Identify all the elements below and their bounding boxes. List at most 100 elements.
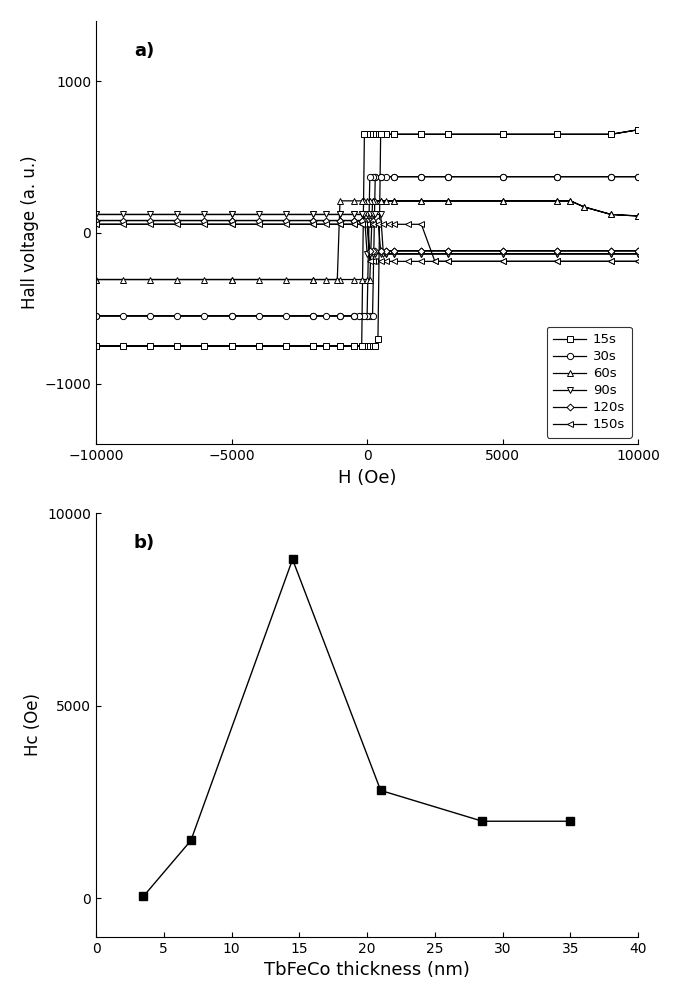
15s: [553, 128, 561, 140]
30s: [382, 171, 390, 183]
90s: [308, 208, 317, 220]
120s: [382, 245, 390, 257]
120s: [377, 245, 385, 257]
15s: [322, 340, 330, 352]
150s: [379, 218, 387, 230]
60s: [377, 195, 385, 207]
60s: [227, 274, 236, 286]
90s: [498, 248, 507, 260]
30s: [417, 171, 426, 183]
30s: [390, 171, 398, 183]
150s: [255, 218, 263, 230]
150s: [445, 255, 453, 267]
90s: [92, 208, 100, 220]
15s: [366, 128, 374, 140]
150s: [363, 218, 371, 230]
150s: [553, 255, 561, 267]
30s: [377, 171, 385, 183]
15s: [634, 124, 642, 136]
60s: [282, 274, 290, 286]
120s: [282, 215, 290, 227]
15s: [349, 340, 358, 352]
90s: [336, 208, 344, 220]
120s: [363, 215, 371, 227]
15s: [368, 340, 377, 352]
90s: [417, 248, 426, 260]
60s: [371, 195, 379, 207]
150s: [445, 255, 453, 267]
150s: [146, 218, 155, 230]
120s: [553, 245, 561, 257]
150s: [553, 255, 561, 267]
120s: [498, 245, 507, 257]
120s: [255, 215, 263, 227]
30s: [553, 171, 561, 183]
15s: [607, 128, 615, 140]
90s: [607, 248, 615, 260]
60s: [363, 195, 371, 207]
60s: [498, 195, 507, 207]
120s: [119, 215, 127, 227]
120s: [358, 215, 366, 227]
150s: [390, 218, 398, 230]
60s: [567, 195, 575, 207]
30s: [371, 171, 379, 183]
150s: [358, 218, 366, 230]
90s: [358, 208, 366, 220]
60s: [607, 208, 615, 220]
120s: [390, 245, 398, 257]
120s: [308, 215, 317, 227]
30s: [119, 310, 127, 322]
30s: [349, 310, 358, 322]
30s: [255, 310, 263, 322]
60s: [417, 195, 426, 207]
15s: [336, 340, 344, 352]
150s: [363, 218, 371, 230]
Line: 120s: 120s: [93, 218, 641, 253]
15s: [360, 128, 368, 140]
15s: [336, 340, 344, 352]
150s: [336, 218, 344, 230]
30s: [498, 171, 507, 183]
60s: [227, 274, 236, 286]
120s: [336, 215, 344, 227]
90s: [92, 208, 100, 220]
30s: [173, 310, 181, 322]
120s: [607, 245, 615, 257]
150s: [336, 218, 344, 230]
15s: [377, 128, 385, 140]
120s: [445, 245, 453, 257]
60s: [336, 195, 344, 207]
30s: [368, 310, 377, 322]
15s: [498, 128, 507, 140]
30s: [634, 171, 642, 183]
150s: [308, 218, 317, 230]
150s: [607, 255, 615, 267]
150s: [92, 218, 100, 230]
15s: [390, 128, 398, 140]
30s: [368, 171, 377, 183]
150s: [431, 255, 439, 267]
150s: [227, 218, 236, 230]
120s: [349, 215, 358, 227]
15s: [634, 124, 642, 136]
30s: [200, 310, 208, 322]
150s: [200, 218, 208, 230]
120s: [200, 215, 208, 227]
120s: [92, 215, 100, 227]
120s: [390, 245, 398, 257]
15s: [363, 340, 371, 352]
150s: [382, 255, 390, 267]
15s: [119, 340, 127, 352]
120s: [173, 215, 181, 227]
150s: [366, 218, 374, 230]
90s: [553, 248, 561, 260]
150s: [404, 218, 412, 230]
60s: [349, 195, 358, 207]
15s: [227, 340, 236, 352]
90s: [358, 208, 366, 220]
15s: [308, 340, 317, 352]
60s: [445, 195, 453, 207]
30s: [607, 171, 615, 183]
90s: [227, 208, 236, 220]
